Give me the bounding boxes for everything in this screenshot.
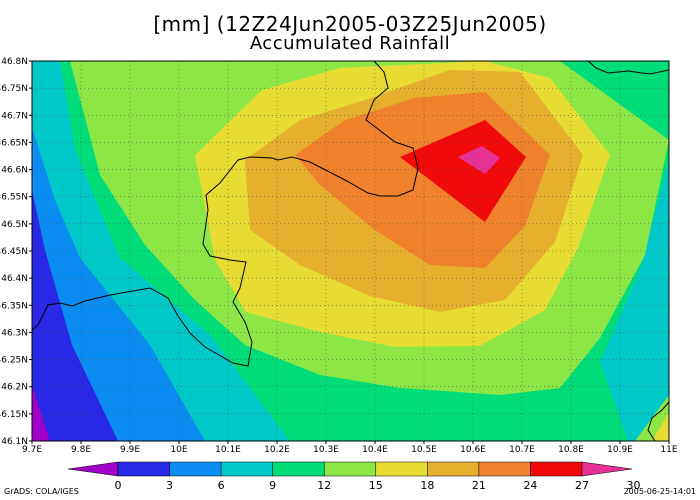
lat-axis-labels: 46.8N 46.75N 46.7N 46.65N 46.6N 46.55N 46.5N 46…	[0, 57, 32, 447]
lon-tick-label: 10.5E	[411, 445, 437, 455]
contour-3-6	[32, 190, 118, 441]
lat-tick-label: 46.4N	[1, 274, 28, 284]
border-line	[32, 61, 419, 367]
map-title-line1: [mm] (12Z24Jun2005-03Z25Jun2005)	[153, 12, 547, 36]
lon-tick-label: 10.7E	[509, 445, 535, 455]
lat-tick-label: 46.2N	[1, 383, 28, 393]
colorbar-label: 30	[627, 479, 641, 492]
lat-tick-label: 46.1N	[1, 437, 28, 447]
colorbar-swatch	[323, 461, 377, 477]
contour-0-3	[32, 385, 50, 441]
colorbar-swatch	[427, 461, 480, 477]
border-line-se	[647, 401, 669, 441]
colorbar-label: 21	[472, 479, 486, 492]
colorbar-swatch	[272, 461, 325, 477]
lon-tick-label: 10E	[170, 445, 187, 455]
colorbar-swatch	[581, 461, 633, 477]
colorbar-label: 24	[523, 479, 537, 492]
lat-tick-label: 46.5N	[1, 220, 28, 230]
footer-credit: GrADS: COLA/IGES	[4, 487, 79, 496]
lon-tick-label: 11E	[660, 445, 677, 455]
lat-tick-label: 46.7N	[1, 111, 28, 121]
lon-tick-label: 9.9E	[120, 445, 140, 455]
lat-tick-label: 46.6N	[1, 166, 28, 176]
lat-tick-label: 46.75N	[0, 84, 28, 94]
lat-tick-label: 46.35N	[0, 301, 28, 311]
colorbar-label: 18	[420, 479, 434, 492]
contour-18-21-se	[652, 412, 669, 441]
lon-tick-label: 10.8E	[558, 445, 584, 455]
contour-27-30	[400, 120, 526, 222]
colorbar-label: 12	[317, 479, 331, 492]
colorbar-label: 27	[575, 479, 589, 492]
lat-tick-label: 46.55N	[0, 193, 28, 203]
contour-fill-layer	[32, 61, 669, 441]
colorbar-swatch	[220, 461, 273, 477]
colorbar-swatch	[375, 461, 428, 477]
grid-lines	[32, 61, 669, 441]
lon-tick-label: 10.6E	[460, 445, 486, 455]
lat-tick-label: 46.15N	[0, 410, 28, 420]
footer-timestamp: 2005-06-25-14:01	[623, 487, 696, 496]
lon-tick-label: 10.9E	[607, 445, 633, 455]
lat-tick-label: 46.25N	[0, 356, 28, 366]
colorbar-swatch	[67, 461, 119, 477]
lon-tick-label: 10.2E	[264, 445, 290, 455]
colorbar-label: 15	[369, 479, 383, 492]
contour-9-12-east	[600, 160, 669, 441]
colorbar-swatch	[530, 461, 583, 477]
map-title-line2: Accumulated Rainfall	[249, 33, 451, 54]
lon-tick-label: 10.1E	[215, 445, 241, 455]
colorbar: 0 3 6 9 12 15 18 21 24 27 30	[67, 461, 641, 492]
border-line-ne	[587, 61, 669, 75]
lon-tick-label: 10.3E	[313, 445, 339, 455]
colorbar-swatch	[169, 461, 222, 477]
colorbar-label: 0	[115, 479, 122, 492]
lon-tick-label: 9.8E	[71, 445, 91, 455]
lon-axis-labels: 9.7E 9.8E 9.9E 10E 10.1E 10.2E 10.3E 10.4E 10.5E…	[22, 441, 678, 455]
lat-tick-label: 46.8N	[1, 57, 28, 67]
colorbar-swatch	[478, 461, 531, 477]
contour-30-plus	[458, 146, 500, 174]
colorbar-swatch	[117, 461, 170, 477]
colorbar-label: 3	[166, 479, 173, 492]
lon-tick-label: 9.7E	[22, 445, 42, 455]
lat-tick-label: 46.65N	[0, 138, 28, 148]
lon-tick-label: 10.4E	[362, 445, 388, 455]
lat-tick-label: 46.45N	[0, 247, 28, 257]
colorbar-label: 6	[218, 479, 225, 492]
lat-tick-label: 46.3N	[1, 328, 28, 338]
colorbar-label: 9	[269, 479, 276, 492]
